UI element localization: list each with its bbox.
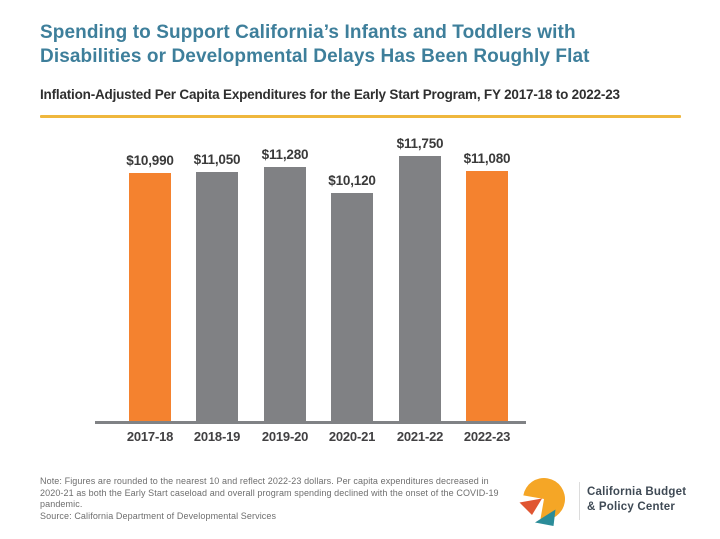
chart-title-line-2: Disabilities or Developmental Delays Has…	[40, 46, 590, 67]
x-axis-label-2017-18: 2017-18	[126, 429, 174, 444]
bar-value-label-2021-22: $11,750	[396, 136, 444, 151]
org-name-line-2: & Policy Center	[587, 501, 675, 513]
x-axis-label-2018-19: 2018-19	[193, 429, 241, 444]
x-axis-label-2019-20: 2019-20	[261, 429, 309, 444]
bar-value-label-2018-19: $11,050	[193, 152, 241, 167]
bar-value-label-2022-23: $11,080	[463, 151, 511, 166]
bar-2022-23	[466, 171, 508, 421]
org-name: California Budget & Policy Center	[587, 485, 686, 515]
bar-value-label-2020-21: $10,120	[328, 173, 376, 188]
footnote: Note: Figures are rounded to the nearest…	[40, 476, 512, 522]
org-name-line-1: California Budget	[587, 486, 687, 498]
bar-2021-22	[399, 156, 441, 421]
gold-divider-rule	[40, 115, 681, 118]
bar-value-label-2019-20: $11,280	[261, 147, 309, 162]
note-text: Note: Figures are rounded to the nearest…	[40, 476, 499, 509]
bar-2020-21	[331, 193, 373, 421]
x-axis-line	[95, 421, 526, 424]
bar-2018-19	[196, 172, 238, 421]
logo-divider	[579, 482, 580, 520]
chart-title-line-1: Spending to Support California’s Infants…	[40, 22, 576, 43]
org-logo-mark-icon	[519, 477, 566, 526]
x-axis-label-2021-22: 2021-22	[396, 429, 444, 444]
bar-2017-18	[129, 173, 171, 421]
bar-chart: $10,990 $11,050 $11,280 $10,120 $11,750 $11,0…	[95, 136, 526, 444]
x-axis-label-2022-23: 2022-23	[463, 429, 511, 444]
x-axis-label-2020-21: 2020-21	[328, 429, 376, 444]
chart-title: Spending to Support California’s Infants…	[40, 21, 660, 69]
chart-subtitle: Inflation-Adjusted Per Capita Expenditur…	[40, 87, 620, 102]
org-logo: California Budget & Policy Center	[515, 474, 705, 532]
bar-value-label-2017-18: $10,990	[126, 153, 174, 168]
source-text: Source: California Department of Develop…	[40, 510, 277, 521]
bar-2019-20	[264, 167, 306, 421]
